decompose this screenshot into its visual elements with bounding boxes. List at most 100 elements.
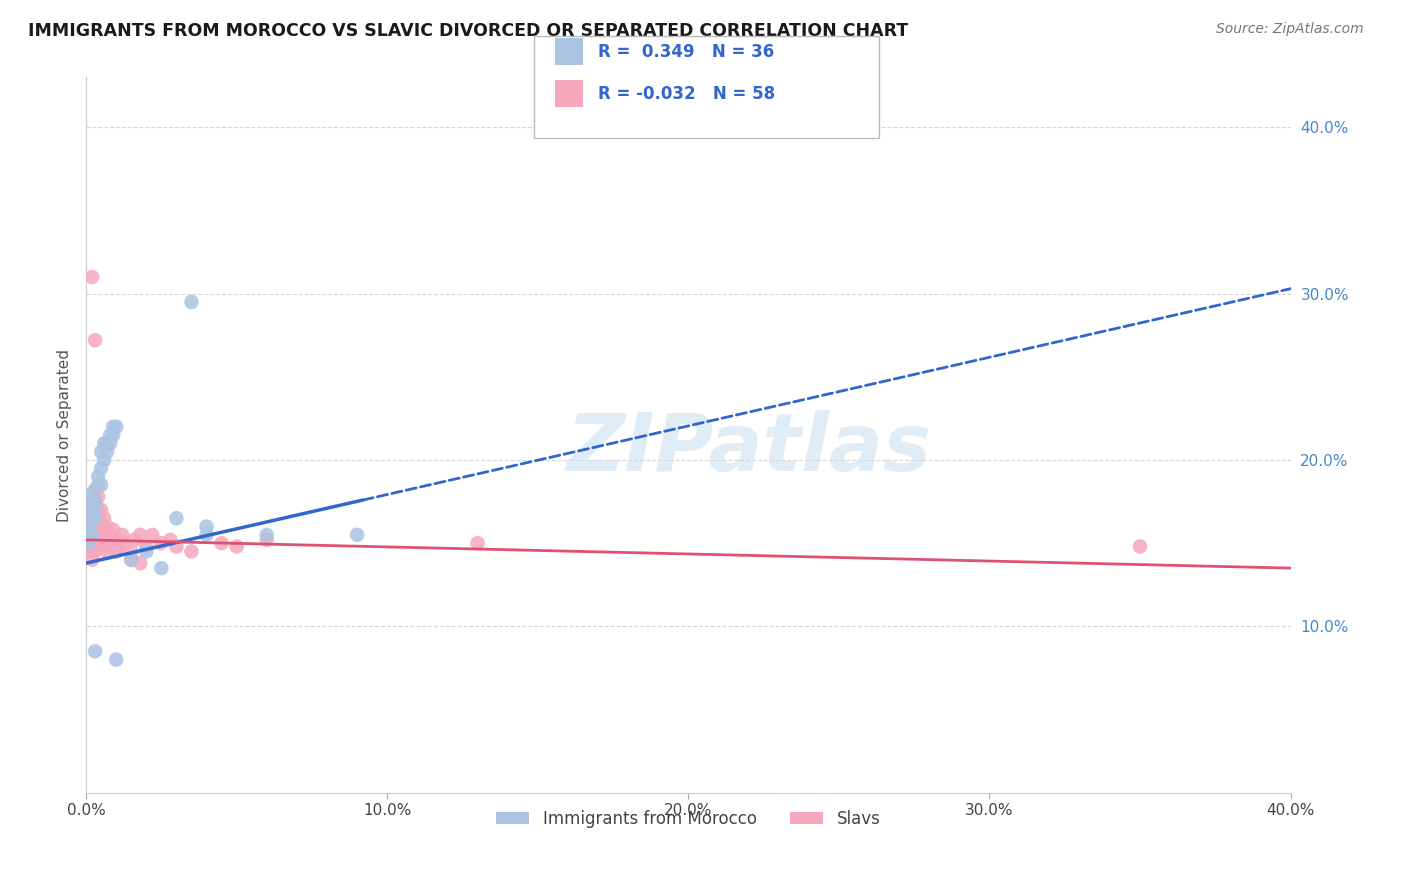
Point [80, 516, 103, 531]
Point [90, 444, 112, 458]
Point [96, 544, 118, 558]
Point [87, 478, 110, 492]
Point [105, 533, 128, 547]
Point [105, 544, 128, 558]
Point [90, 516, 112, 531]
Point [150, 561, 173, 575]
Point [211, 536, 233, 550]
Point [467, 536, 489, 550]
Point [101, 523, 124, 537]
Point [129, 528, 152, 542]
Point [256, 528, 278, 542]
Point [90, 478, 112, 492]
Point [87, 516, 110, 531]
Point [96, 533, 118, 547]
Point [84, 519, 107, 533]
Text: IMMIGRANTS FROM MOROCCO VS SLAVIC DIVORCED OR SEPARATED CORRELATION CHART: IMMIGRANTS FROM MOROCCO VS SLAVIC DIVORC… [28, 22, 908, 40]
Point [108, 540, 131, 554]
Point [195, 519, 218, 533]
Point [84, 494, 107, 508]
Point [87, 490, 110, 504]
Point [80, 528, 103, 542]
Point [77, 519, 100, 533]
Point [105, 652, 128, 666]
Point [180, 295, 202, 310]
Point [77, 536, 100, 550]
Point [96, 444, 118, 458]
Point [84, 544, 107, 558]
Point [77, 536, 100, 550]
Point [98, 528, 121, 542]
Point [84, 644, 107, 658]
Point [195, 528, 218, 542]
Point [101, 419, 124, 434]
Point [180, 544, 202, 558]
Point [80, 506, 103, 520]
Point [135, 540, 157, 554]
Text: R =  0.349   N = 36: R = 0.349 N = 36 [598, 43, 773, 61]
Point [120, 553, 142, 567]
Point [346, 528, 368, 542]
Text: Source: ZipAtlas.com: Source: ZipAtlas.com [1216, 22, 1364, 37]
Point [80, 503, 103, 517]
Point [150, 536, 173, 550]
Point [135, 544, 157, 558]
Point [87, 503, 110, 517]
Point [96, 519, 118, 533]
Legend: Immigrants from Morocco, Slavs: Immigrants from Morocco, Slavs [489, 803, 887, 834]
Point [84, 533, 107, 547]
Point [87, 528, 110, 542]
Point [111, 528, 134, 542]
Point [93, 453, 115, 467]
Text: R = -0.032   N = 58: R = -0.032 N = 58 [598, 85, 775, 103]
Point [84, 511, 107, 525]
Text: ZIPatlas: ZIPatlas [567, 410, 931, 488]
Point [90, 503, 112, 517]
Point [120, 553, 142, 567]
Point [90, 461, 112, 475]
Point [80, 494, 103, 508]
Point [101, 536, 124, 550]
Point [256, 533, 278, 547]
Point [84, 333, 107, 347]
Point [93, 511, 115, 525]
Point [87, 469, 110, 483]
Y-axis label: Divorced or Separated: Divorced or Separated [58, 349, 72, 522]
Point [80, 553, 103, 567]
Point [98, 540, 121, 554]
Point [225, 540, 247, 554]
Point [120, 544, 142, 558]
Point [93, 536, 115, 550]
Point [98, 436, 121, 450]
Point [122, 533, 145, 547]
Point [105, 419, 128, 434]
Point [84, 494, 107, 508]
Point [93, 436, 115, 450]
Point [80, 540, 103, 554]
Point [165, 540, 187, 554]
Point [80, 528, 103, 542]
Point [80, 486, 103, 500]
Point [165, 511, 187, 525]
Point [1129, 540, 1152, 554]
Point [101, 428, 124, 442]
Point [84, 483, 107, 497]
Point [90, 528, 112, 542]
Point [129, 556, 152, 570]
Point [96, 436, 118, 450]
Point [80, 494, 103, 508]
Point [84, 503, 107, 517]
Point [90, 540, 112, 554]
Point [77, 519, 100, 533]
Point [84, 506, 107, 520]
Point [80, 270, 103, 285]
Point [114, 536, 136, 550]
Point [77, 528, 100, 542]
Point [93, 523, 115, 537]
Point [159, 533, 181, 547]
Point [77, 544, 100, 558]
Point [98, 428, 121, 442]
Point [80, 511, 103, 525]
Point [77, 528, 100, 542]
Point [141, 528, 163, 542]
